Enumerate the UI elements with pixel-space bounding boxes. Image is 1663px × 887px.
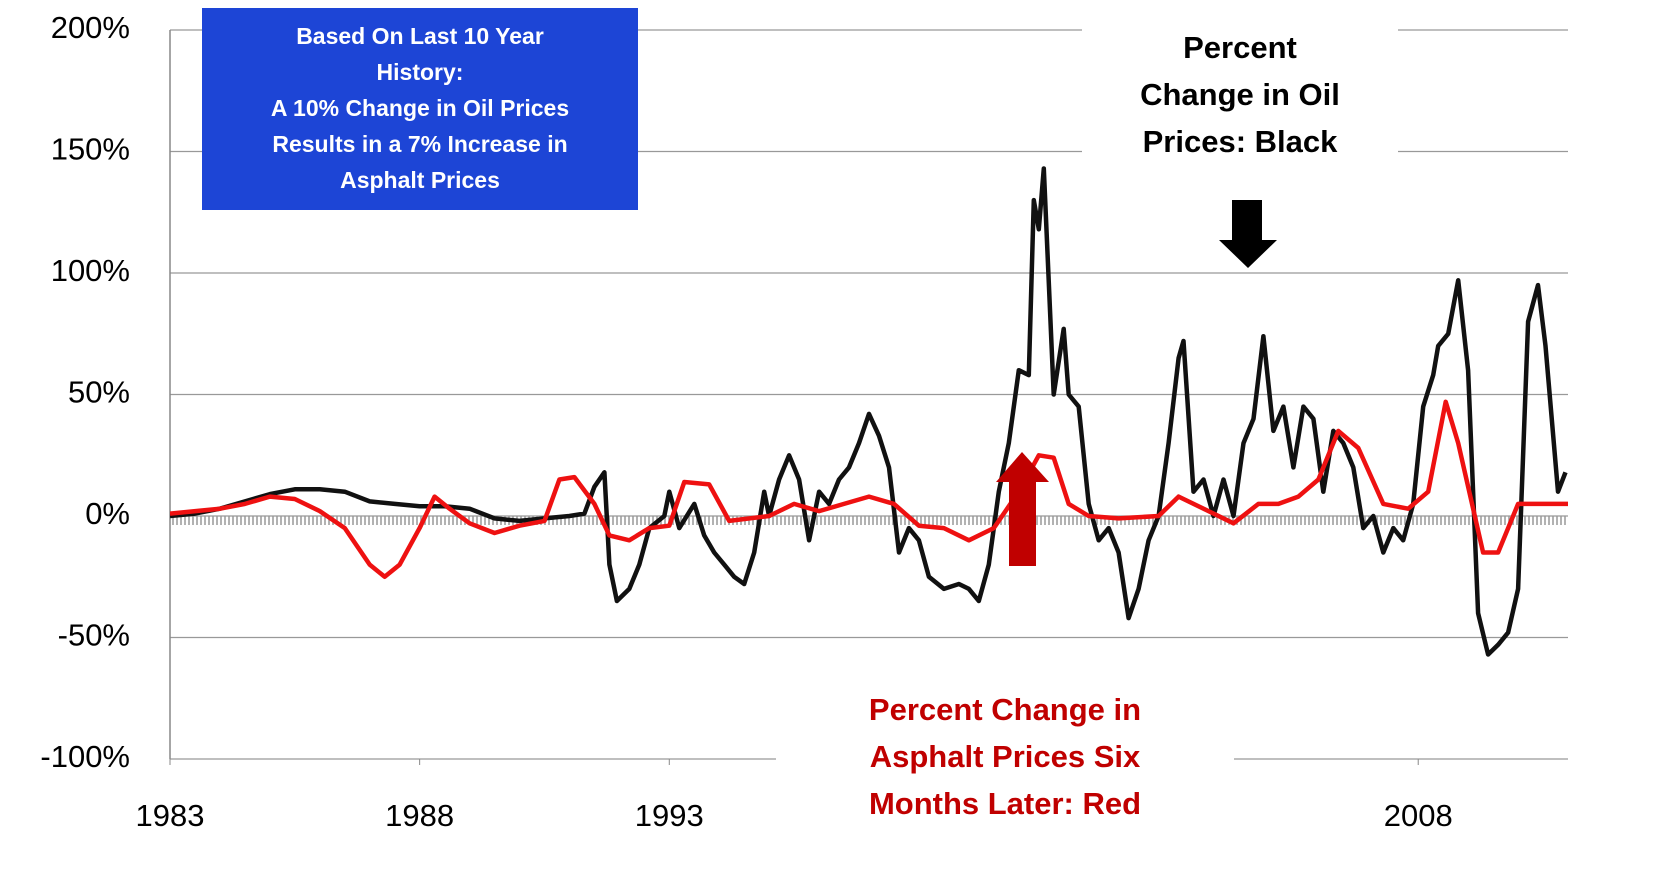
annotation-text: Results in a 7% Increase in — [272, 131, 567, 157]
annotation-text: Change in Oil — [1140, 77, 1340, 112]
annotation-text: A 10% Change in Oil Prices — [271, 95, 569, 121]
info-box — [202, 8, 638, 210]
annotations: Based On Last 10 Year History: A 10% Chang… — [202, 8, 1398, 830]
x-tick-label: 1993 — [635, 798, 704, 833]
arrow-head — [996, 452, 1049, 482]
annotation-text: Asphalt Prices Six — [870, 739, 1141, 774]
y-tick-label: -100% — [40, 739, 130, 774]
arrow-head — [1219, 240, 1277, 268]
y-tick-label: -50% — [58, 618, 130, 653]
x-tick-label: 2008 — [1384, 798, 1453, 833]
annotation-text: History: — [377, 59, 464, 85]
x-tick-label: 1988 — [385, 798, 454, 833]
annotation-text: Asphalt Prices — [340, 167, 500, 193]
y-tick-label: 150% — [51, 132, 130, 167]
y-tick-label: 200% — [51, 10, 130, 45]
y-tick-label: 50% — [68, 375, 130, 410]
annotation-text: Based On Last 10 Year — [296, 23, 544, 49]
annotation-text: Prices: Black — [1143, 124, 1338, 159]
x-tick-label: 1983 — [136, 798, 205, 833]
plot — [170, 166, 1568, 657]
annotation-text: Months Later: Red — [869, 786, 1141, 821]
y-tick-label: 0% — [85, 496, 130, 531]
arrow — [1009, 480, 1036, 566]
label-bg — [776, 682, 1234, 830]
annotation-text: Percent Change in — [869, 692, 1141, 727]
annotation-text: Percent — [1183, 30, 1297, 65]
arrow — [1232, 200, 1262, 242]
ticks: -100% -50% 0% 50% 100% 150% 200% 1983 1988 1993 20… — [40, 10, 1452, 833]
zero-band — [170, 516, 1568, 525]
series-line — [170, 399, 1568, 580]
series-line — [170, 166, 1568, 657]
label-bg — [1082, 20, 1398, 172]
y-tick-label: 100% — [51, 253, 130, 288]
